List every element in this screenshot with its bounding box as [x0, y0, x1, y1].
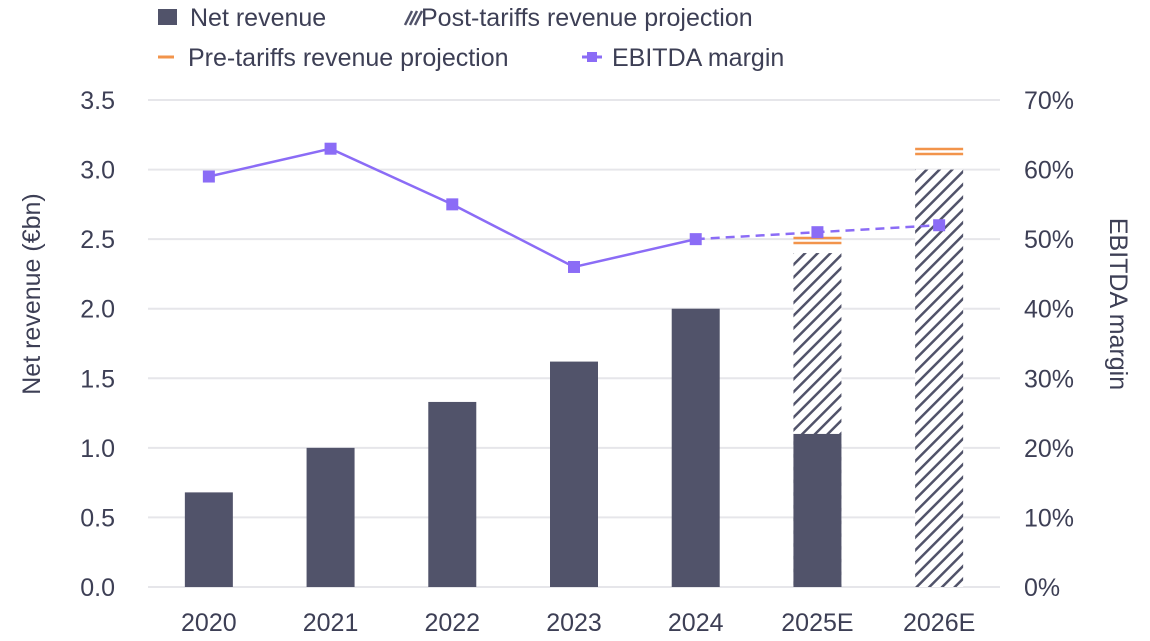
ebitda-point — [202, 170, 215, 183]
right-axis-title: EBITDA margin — [1104, 218, 1132, 390]
revenue-bar — [671, 308, 720, 587]
hatched-bar — [915, 169, 964, 588]
left-tick-label: 3.0 — [80, 157, 115, 185]
left-tick-label: 0.5 — [80, 504, 115, 532]
legend-swatch-line-marker-icon — [582, 52, 602, 62]
revenue-bar — [184, 492, 233, 587]
legend: Net revenue Post-tariffs revenue project… — [158, 4, 784, 72]
left-tick-label: 3.5 — [80, 87, 115, 115]
left-tick-label: 1.5 — [80, 365, 115, 393]
right-tick-label: 70% — [1024, 87, 1074, 115]
legend-item-net-revenue[interactable]: Net revenue — [158, 4, 326, 32]
left-tick-label: 1.0 — [80, 435, 115, 463]
left-axis-ticks: 0.0 0.5 1.0 1.5 2.0 2.5 3.0 3.5 — [80, 87, 115, 602]
revenue-bar — [428, 401, 477, 587]
legend-item-pre-tariffs[interactable]: Pre-tariffs revenue projection — [158, 44, 509, 72]
right-tick-label: 0% — [1024, 574, 1060, 602]
left-tick-label: 2.0 — [80, 296, 115, 324]
x-axis-ticks: 2020 2021 2022 2023 2024 2025E 2026E — [181, 609, 975, 637]
pre-tariff-marker — [793, 236, 842, 245]
legend-item-post-tariffs[interactable]: Post-tariffs revenue projection — [403, 4, 753, 32]
bars — [184, 169, 964, 588]
x-tick-label: 2023 — [546, 609, 602, 637]
legend-label: Post-tariffs revenue projection — [421, 4, 753, 32]
right-tick-label: 60% — [1024, 157, 1074, 185]
right-tick-label: 20% — [1024, 435, 1074, 463]
legend-swatch-hatch-icon — [403, 10, 424, 26]
ebitda-point — [324, 142, 337, 155]
x-tick-label: 2022 — [424, 609, 480, 637]
ebitda-point — [689, 233, 702, 246]
right-tick-label: 10% — [1024, 504, 1074, 532]
right-tick-label: 50% — [1024, 226, 1074, 254]
legend-label: EBITDA margin — [612, 44, 784, 72]
left-tick-label: 0.0 — [80, 574, 115, 602]
ebitda-point — [568, 260, 580, 273]
ebitda-point — [933, 219, 946, 232]
ebitda-point — [446, 198, 459, 211]
legend-label: Pre-tariffs revenue projection — [188, 44, 509, 72]
legend-label: Net revenue — [190, 4, 326, 32]
right-axis-ticks: 0% 10% 20% 30% 40% 50% 60% 70% — [1024, 87, 1074, 602]
x-tick-label: 2025E — [781, 609, 853, 637]
left-axis-title: Net revenue (€bn) — [18, 193, 46, 395]
right-tick-label: 40% — [1024, 296, 1074, 324]
pre-tariff-marker — [915, 147, 964, 156]
left-tick-label: 2.5 — [80, 226, 115, 254]
ebitda-point — [811, 226, 824, 239]
ebitda-line — [202, 142, 946, 273]
x-tick-label: 2020 — [181, 609, 237, 637]
legend-swatch-solid-square-icon — [158, 9, 177, 25]
revenue-bar — [306, 447, 355, 587]
x-tick-label: 2026E — [903, 609, 975, 637]
revenue-bar — [793, 433, 842, 587]
x-tick-label: 2024 — [668, 609, 724, 637]
revenue-bar — [550, 361, 598, 587]
x-tick-label: 2021 — [303, 609, 359, 637]
right-tick-label: 30% — [1024, 365, 1074, 393]
legend-item-ebitda[interactable]: EBITDA margin — [582, 44, 784, 72]
